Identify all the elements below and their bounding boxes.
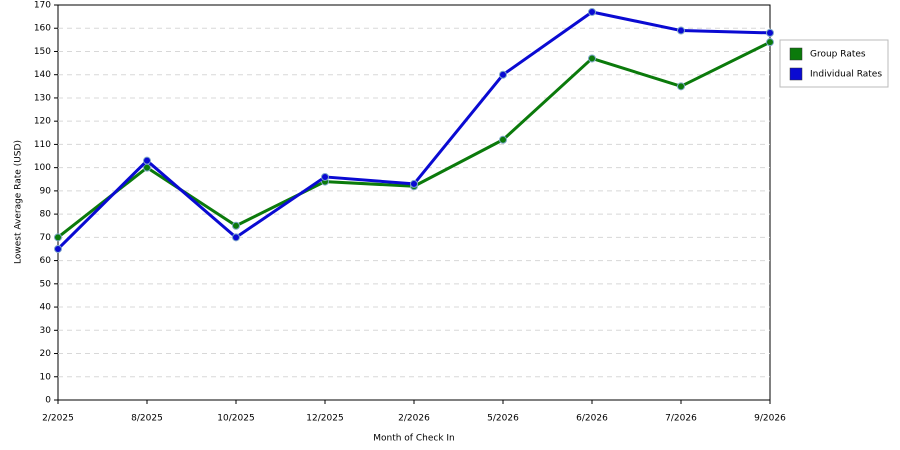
series-line [57,40,771,239]
y-tick-label: 40 [40,303,52,313]
point [499,70,507,79]
y-tick-label: 20 [40,349,52,359]
y-tick-label: 170 [34,1,51,11]
plot-frame [57,4,771,401]
x-tick-label: 2/2025 [42,414,74,424]
y-tick-label: 10 [40,372,52,382]
point [54,244,62,253]
y-axis-label: Lowest Average Rate (USD) [14,140,24,264]
point [143,156,151,165]
point [766,38,774,47]
legend-swatch [789,47,803,61]
y-tick-label: 140 [34,70,51,80]
y-tick-label: 80 [40,210,52,220]
y-tick-label: 50 [40,279,52,289]
y-tick-label: 110 [34,140,51,150]
point [499,135,507,144]
point [677,82,685,91]
x-tick-label: 9/2026 [754,414,786,424]
point [410,179,418,188]
y-tick-label: 150 [34,47,51,57]
point [588,7,596,16]
x-tick-label: 8/2025 [131,414,163,424]
y-tick-label: 120 [34,117,51,127]
point [588,54,596,63]
legend-label: Group Rates [810,50,866,60]
x-axis-label: Month of Check In [373,434,455,444]
x-tick-label: 5/2026 [487,414,519,424]
point [54,233,62,242]
legend-swatch [789,67,803,81]
y-tick-label: 160 [34,24,51,34]
point [766,28,774,37]
x-tick-label: 7/2026 [665,414,697,424]
x-tick-label: 6/2026 [576,414,608,424]
y-tick-label: 0 [45,396,51,406]
y-tick-label: 70 [40,233,52,243]
x-tick-label: 10/2025 [217,414,254,424]
series-line [56,10,771,251]
x-tick-label: 2/2026 [398,414,430,424]
legend-label: Individual Rates [810,70,882,80]
point [677,26,685,35]
y-tick-label: 100 [34,163,51,173]
y-tick-label: 60 [40,256,52,266]
point [232,233,240,242]
point [232,221,240,230]
y-tick-label: 30 [40,326,52,336]
point [321,172,329,181]
y-tick-label: 90 [40,186,52,196]
y-tick-label: 130 [34,93,51,103]
x-tick-label: 12/2025 [306,414,343,424]
